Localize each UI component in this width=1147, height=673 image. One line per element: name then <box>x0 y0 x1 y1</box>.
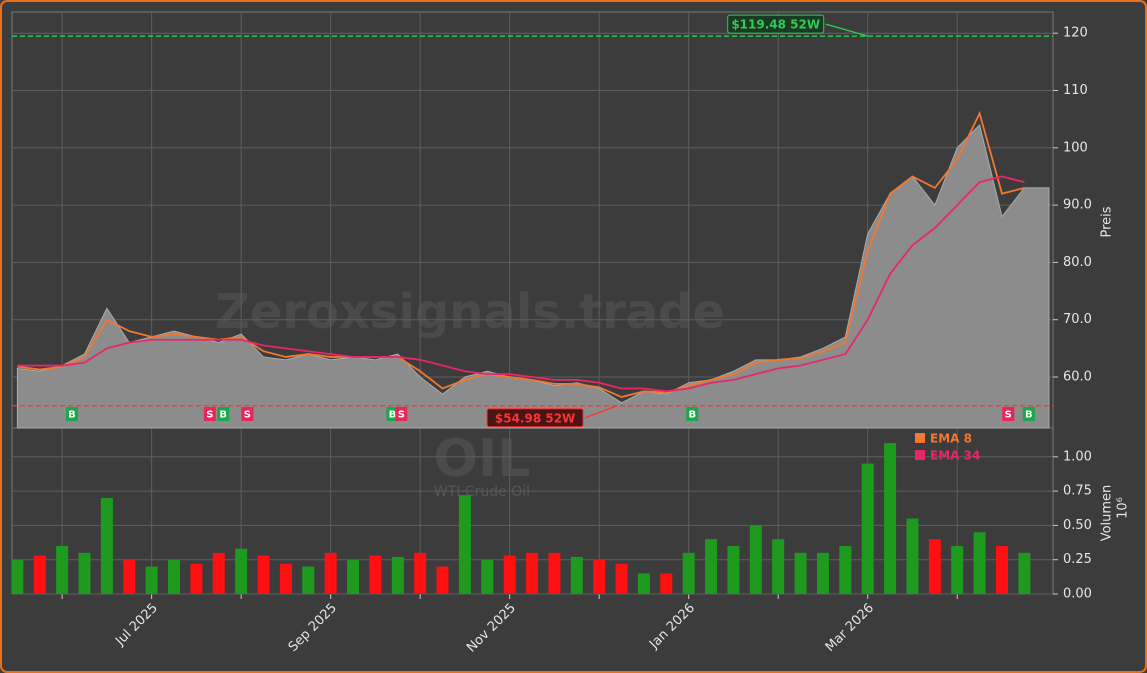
volume-bar <box>11 559 24 594</box>
y2-axis-label: Volumen <box>1100 485 1115 542</box>
y2-multiplier: 10⁶ <box>1116 497 1131 519</box>
signal-label: S <box>244 410 251 421</box>
signal-marker <box>65 407 78 421</box>
volume-bar <box>861 463 874 594</box>
signal-marker <box>217 407 230 421</box>
signal-marker <box>203 407 216 421</box>
volume-bar <box>369 555 382 594</box>
signal-label: B <box>389 410 397 421</box>
y2-tick-label: 1.00 <box>1063 449 1092 464</box>
volume-bar <box>705 539 718 594</box>
volume-bar <box>168 559 181 594</box>
y-tick-label: 110 <box>1063 83 1088 98</box>
y2-tick-label: 0.00 <box>1063 587 1092 602</box>
ema-line <box>17 175 1025 393</box>
annotation-arrow <box>584 405 618 419</box>
volume-bar <box>56 545 69 594</box>
volume-bar <box>302 566 315 594</box>
signal-label: S <box>1005 410 1012 421</box>
volume-bar <box>481 559 494 594</box>
y-tick-label: 80.0 <box>1063 255 1092 270</box>
volume-bar <box>973 532 986 594</box>
volume-bar <box>727 545 740 594</box>
volume-bar <box>593 559 606 594</box>
volume-bar <box>772 539 785 594</box>
volume-bar <box>1018 552 1031 594</box>
volume-bar <box>78 552 91 594</box>
y-tick-label: 70.0 <box>1063 312 1092 327</box>
annotation-box <box>486 408 584 428</box>
volume-bar <box>391 556 404 594</box>
signal-marker <box>686 407 699 421</box>
y-axis-label: Preis <box>1100 206 1115 237</box>
signal-label: S <box>398 410 405 421</box>
annotation-label: $119.48 52W <box>731 18 820 32</box>
legend-label: EMA 8 <box>930 432 972 446</box>
volume-bar <box>637 573 650 594</box>
volume-bar <box>682 552 695 594</box>
volume-bar <box>928 539 941 594</box>
y2-tick-label: 0.25 <box>1063 552 1092 567</box>
symbol-name-watermark: WTI Crude Oil <box>434 484 530 500</box>
y-tick-label: 90.0 <box>1063 198 1092 213</box>
y-tick-label: 120 <box>1063 26 1088 41</box>
volume-bar <box>212 552 225 594</box>
watermark: Zeroxsignals.trade <box>215 284 725 340</box>
signal-marker <box>395 407 408 421</box>
ema-line <box>17 110 1025 399</box>
legend-swatch <box>915 450 925 460</box>
signal-marker <box>241 407 254 421</box>
symbol-watermark: OIL <box>434 429 531 489</box>
volume-bar <box>123 559 136 594</box>
volume-bar <box>839 545 852 594</box>
volume-bar <box>414 552 427 594</box>
signal-label: B <box>1025 410 1033 421</box>
volume-bar <box>749 525 762 594</box>
y-tick-label: 60.0 <box>1063 370 1092 385</box>
annotation-arrow <box>825 23 868 37</box>
volume-bar <box>884 443 897 594</box>
legend-label: EMA 34 <box>930 449 980 463</box>
volume-bar <box>526 552 539 594</box>
volume-bar <box>235 548 248 594</box>
volume-bar <box>570 556 583 594</box>
volume-bar <box>816 552 829 594</box>
annotation-box <box>727 14 825 34</box>
y2-tick-label: 0.50 <box>1063 518 1092 533</box>
volume-bar <box>279 563 292 594</box>
volume-bar <box>615 563 628 594</box>
signal-label: B <box>688 410 696 421</box>
volume-bar <box>100 497 113 594</box>
volume-bar <box>257 555 270 594</box>
volume-bar <box>548 552 561 594</box>
volume-bar <box>190 563 203 594</box>
signal-label: S <box>206 410 213 421</box>
volume-bar <box>995 545 1008 594</box>
volume-bar <box>906 518 919 594</box>
volume-bar <box>347 559 360 594</box>
volume-bar <box>145 566 158 594</box>
signal-label: B <box>68 410 76 421</box>
volume-bar <box>503 555 516 594</box>
signal-marker <box>1002 407 1015 421</box>
volume-bar <box>33 555 46 594</box>
volume-bar <box>324 552 337 594</box>
volume-bar <box>436 566 449 594</box>
volume-bar <box>458 495 471 594</box>
legend-swatch <box>915 433 925 443</box>
signal-marker <box>1022 407 1035 421</box>
volume-bar <box>951 545 964 594</box>
volume-bar <box>660 573 673 594</box>
volume-bar <box>794 552 807 594</box>
signal-label: B <box>219 410 227 421</box>
y2-tick-label: 0.75 <box>1063 484 1092 499</box>
y-tick-label: 100 <box>1063 140 1088 155</box>
annotation-label: $54.98 52W <box>495 411 575 425</box>
